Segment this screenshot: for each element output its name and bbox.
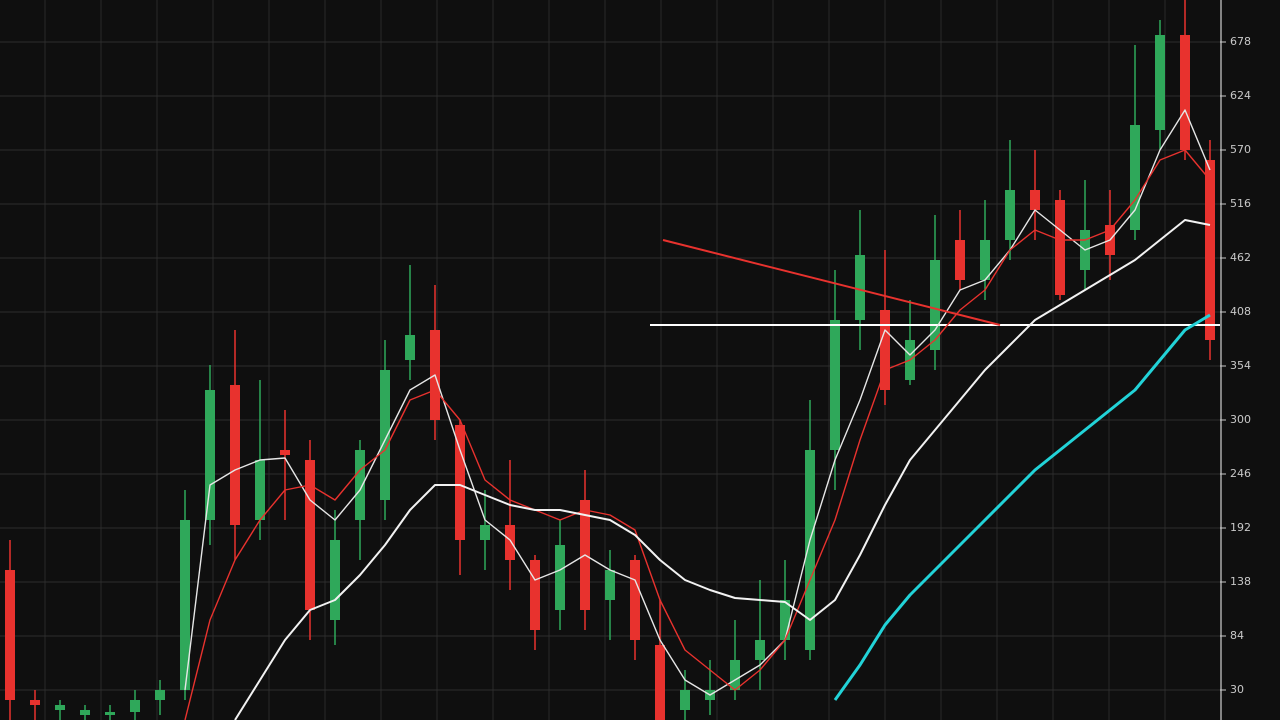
candle-body <box>130 700 140 712</box>
candle-body <box>830 320 840 450</box>
candle-body <box>1155 35 1165 130</box>
candle-body <box>880 310 890 390</box>
y-tick-label: 678 <box>1230 35 1251 48</box>
candle-body <box>105 712 115 715</box>
y-tick-label: 192 <box>1230 521 1251 534</box>
candle-body <box>530 560 540 630</box>
moving-average-line <box>184 109 1211 696</box>
y-tick-label: 354 <box>1230 359 1251 372</box>
candle-body <box>555 545 565 610</box>
candle-body <box>305 460 315 610</box>
candle-body <box>680 690 690 710</box>
y-tick-label: 300 <box>1230 413 1251 426</box>
candle-body <box>480 525 490 540</box>
candle-body <box>980 240 990 280</box>
candle-body <box>930 260 940 350</box>
candle-body <box>1205 160 1215 340</box>
moving-average-line <box>184 149 1211 720</box>
y-tick-label: 462 <box>1230 251 1251 264</box>
candle-body <box>355 450 365 520</box>
y-tick-label: 516 <box>1230 197 1251 210</box>
candle-body <box>1030 190 1040 210</box>
moving-average-line <box>234 219 1211 720</box>
y-tick-label: 30 <box>1230 683 1244 696</box>
candle-body <box>280 450 290 455</box>
candle-body <box>955 240 965 280</box>
y-tick-label: 408 <box>1230 305 1251 318</box>
candle-body <box>330 540 340 620</box>
y-tick-label: 138 <box>1230 575 1251 588</box>
candle-body <box>80 710 90 715</box>
candle-body <box>380 370 390 500</box>
candle-body <box>780 600 790 640</box>
y-tick-label: 84 <box>1230 629 1244 642</box>
candle-body <box>205 390 215 520</box>
candle-body <box>455 425 465 540</box>
candle-body <box>155 690 165 700</box>
plot: 30 84 138 192 246 300 354 408 462 516 570 624 678 <box>0 0 1251 720</box>
candle-body <box>180 520 190 690</box>
candle-body <box>655 645 665 720</box>
candle-body <box>855 255 865 320</box>
candle-body <box>255 460 265 520</box>
moving-average-line <box>833 313 1211 701</box>
y-tick-label: 246 <box>1230 467 1251 480</box>
candle-body <box>755 640 765 660</box>
candle-body <box>805 450 815 650</box>
candle-body <box>405 335 415 360</box>
candle-body <box>1130 125 1140 230</box>
candle-body <box>230 385 240 525</box>
candle-body <box>1005 190 1015 240</box>
candle-body <box>505 525 515 560</box>
candle-body <box>605 570 615 600</box>
candle-body <box>730 660 740 690</box>
candle-body <box>1180 35 1190 150</box>
candle-body <box>5 570 15 700</box>
y-tick-label: 624 <box>1230 89 1251 102</box>
trend-line <box>662 239 1001 326</box>
candle-body <box>30 700 40 705</box>
y-tick-label: 570 <box>1230 143 1251 156</box>
candle-body <box>630 560 640 640</box>
candle-body <box>55 705 65 710</box>
candle-body <box>1055 200 1065 295</box>
